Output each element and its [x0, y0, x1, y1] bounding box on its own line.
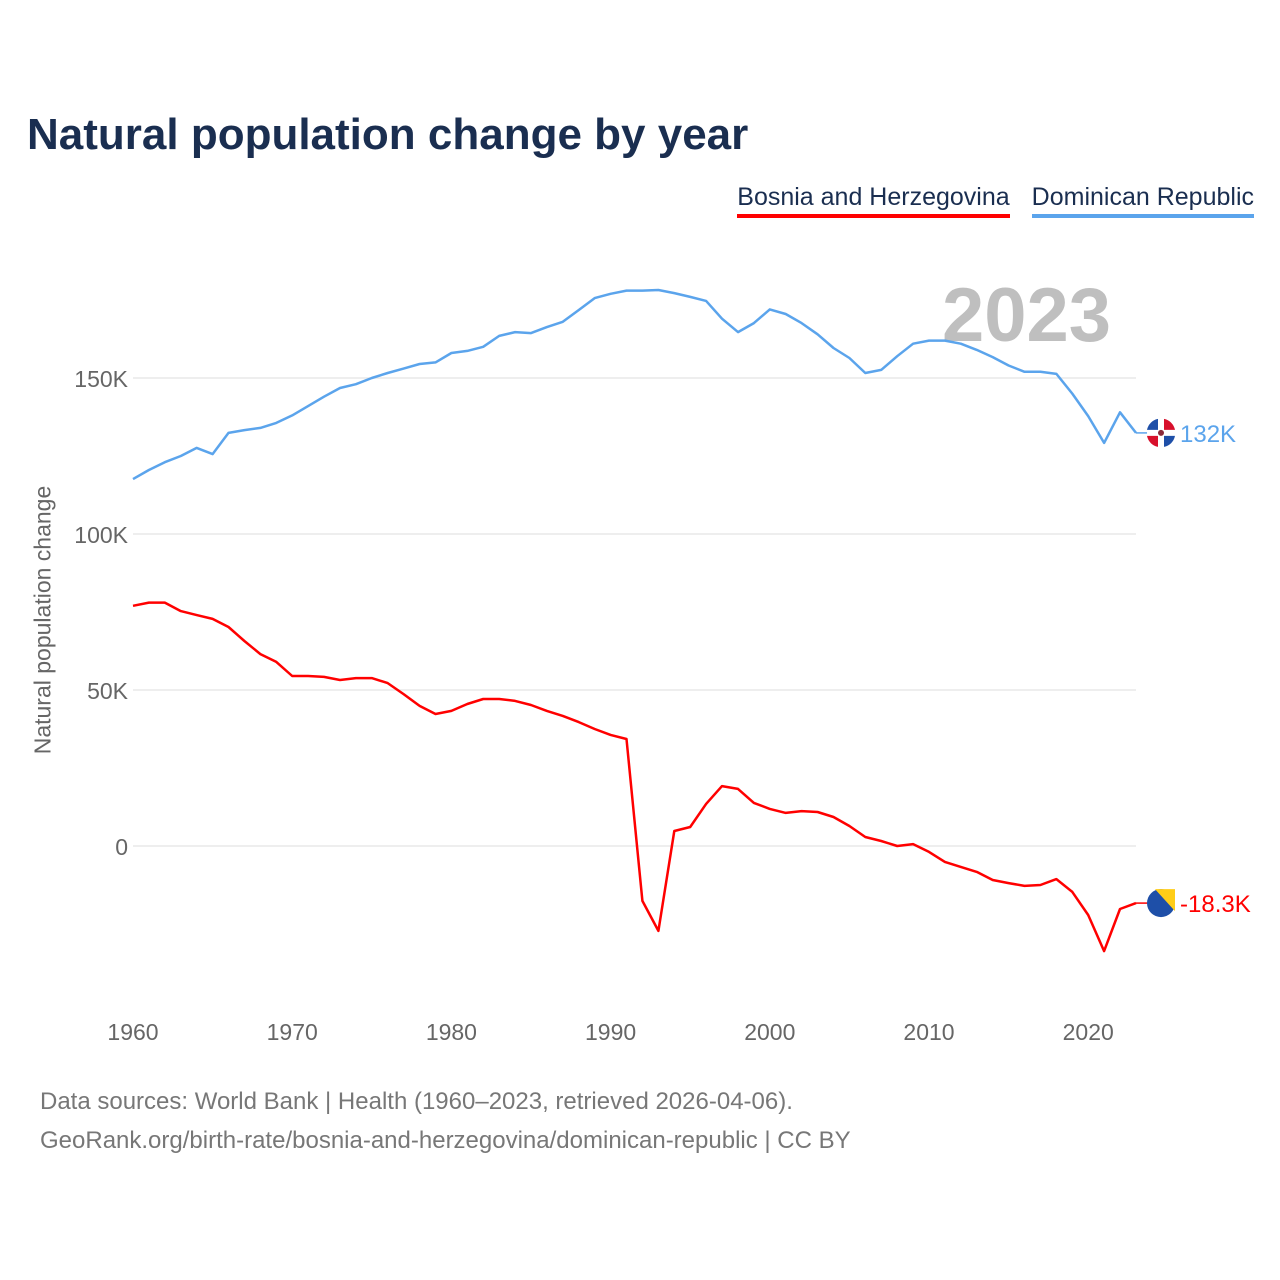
- highlight-year: 2023: [942, 273, 1112, 358]
- source-line-1: Data sources: World Bank | Health (1960–…: [40, 1088, 793, 1115]
- x-tick-label: 2020: [1063, 1019, 1114, 1045]
- y-tick-label: 0: [115, 834, 128, 860]
- x-tick-label: 1990: [585, 1019, 636, 1045]
- bosnia-flag-triangle: [1155, 889, 1175, 912]
- x-tick-label: 1970: [267, 1019, 318, 1045]
- series-line-dominican: [132, 288, 1137, 481]
- source-line-2[interactable]: GeoRank.org/birth-rate/bosnia-and-herzeg…: [40, 1127, 851, 1154]
- series-line-bosnia: [132, 601, 1137, 953]
- y-tick-label: 50K: [87, 678, 129, 704]
- chart-title: Natural population change by year: [27, 110, 749, 159]
- flag-emblem: [1158, 429, 1164, 436]
- y-tick-label: 100K: [74, 522, 128, 548]
- y-tick-label: 150K: [74, 366, 128, 392]
- x-tick-label: 1980: [426, 1019, 477, 1045]
- legend-item-bosnia[interactable]: Bosnia and Herzegovina: [737, 183, 1010, 218]
- flag-quadrant: [1164, 435, 1175, 447]
- flag-quadrant: [1164, 418, 1175, 430]
- end-value-label: -18.3K: [1180, 891, 1251, 918]
- legend-item-dominican[interactable]: Dominican Republic: [1031, 183, 1254, 218]
- x-tick-label: 1960: [107, 1019, 158, 1045]
- flag-quadrant: [1147, 418, 1158, 430]
- legend: Bosnia and Herzegovina Dominican Republi…: [737, 183, 1254, 218]
- flag-quadrant: [1147, 435, 1158, 447]
- x-tick-label: 2010: [903, 1019, 954, 1045]
- x-tick-label: 2000: [744, 1019, 795, 1045]
- end-value-label: 132K: [1180, 421, 1236, 448]
